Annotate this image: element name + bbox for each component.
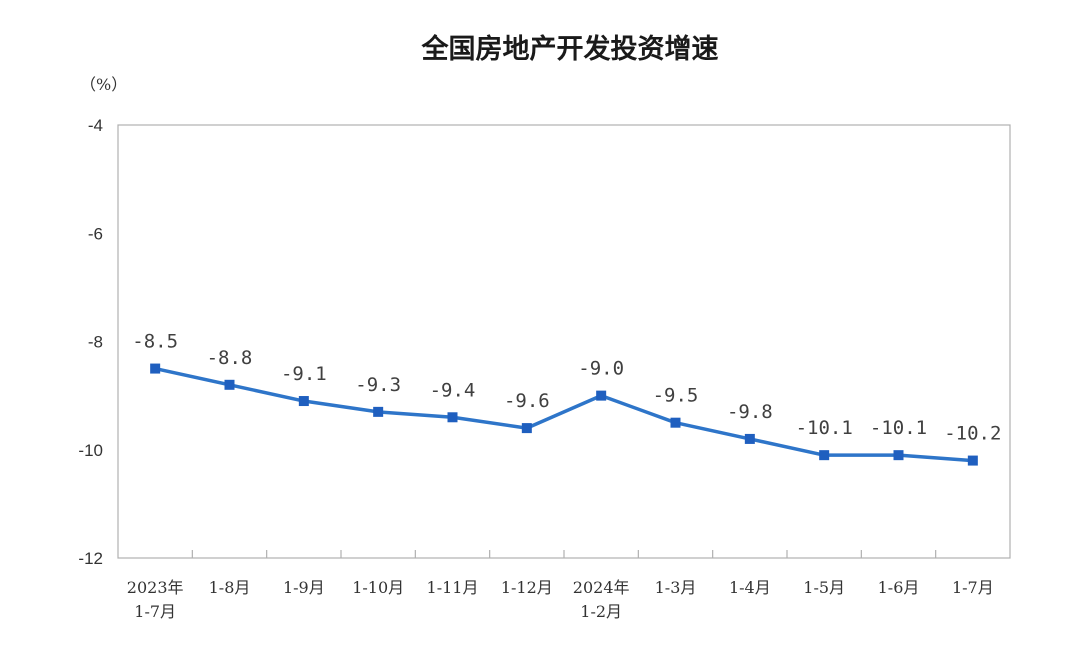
data-point [670,417,681,428]
data-point [819,450,830,461]
x-tick-label-line: 1-8月 [209,578,251,597]
y-tick-label: -4 [88,116,103,135]
data-point [967,455,978,466]
data-point [447,412,458,423]
x-tick-label-line: 1-12月 [501,578,553,597]
y-axis: -4 -6 -8 -10 -12 [78,116,103,568]
plot-frame [117,124,1011,559]
x-tick-label-line: 1-2月 [580,602,622,621]
x-tick-label: 1-5月 [803,578,845,597]
x-tick-label-line: 1-6月 [878,578,920,597]
data-point [224,379,235,390]
x-tick-label: 1-7月 [952,578,994,597]
x-tick-label-line: 1-11月 [427,578,479,597]
x-tick-label: 1-6月 [878,578,920,597]
data-label: -9.4 [430,379,476,401]
data-point [893,450,904,461]
data-label: -10.1 [870,417,927,439]
y-tick-label: -8 [88,333,103,352]
data-label: -9.5 [653,385,699,407]
x-tick-label: 2024年 1-2月 [573,578,630,621]
chart-title: 全国房地产开发投资增速 [421,33,719,65]
data-labels: -8.5 -8.8 -9.1 -9.3 -9.4 -9.6 -9.0 -9.5 -9.8 -10.… [132,331,1001,445]
x-tick-label-line: 1-10月 [352,578,404,597]
data-point [298,396,309,407]
data-label: -9.1 [281,363,327,385]
x-tick-label: 1-4月 [729,578,771,597]
x-tick-label: 2023年 1-7月 [127,578,184,621]
series-investment-growth [150,363,978,466]
x-tick-label-line: 1-7月 [952,578,994,597]
data-point [744,433,755,444]
data-point [596,390,607,401]
x-tick-label-line: 1-4月 [729,578,771,597]
x-tick-label-line: 2023年 [127,578,184,597]
data-point [150,363,161,374]
data-label: -9.0 [578,358,624,380]
y-unit-label: （%） [80,75,127,94]
x-tick-label-line: 1-3月 [655,578,697,597]
x-tick-label-line: 1-5月 [803,578,845,597]
data-label: -9.8 [727,401,773,423]
x-tick-label: 1-10月 [352,578,404,597]
y-tick-label: -12 [78,549,103,568]
x-tick-label-line: 2024年 [573,578,630,597]
x-tick-label: 1-3月 [655,578,697,597]
data-label: -10.2 [944,423,1001,445]
data-label: -8.8 [207,347,253,369]
x-tick-label: 1-11月 [427,578,479,597]
x-tick-label-line: 1-9月 [283,578,325,597]
x-tick-label: 1-12月 [501,578,553,597]
data-point [521,423,532,434]
x-tick-label: 1-9月 [283,578,325,597]
x-tick-marks [191,550,937,558]
data-label: -9.3 [355,374,401,396]
y-tick-label: -6 [88,224,103,243]
x-tick-label: 1-8月 [209,578,251,597]
x-tick-label-line: 1-7月 [134,602,176,621]
data-label: -9.6 [504,390,550,412]
data-point [373,406,384,417]
x-axis: 2023年 1-7月 1-8月 1-9月 1-10月 1-11月 1-12月 2024年 1-2… [127,578,994,621]
data-label: -10.1 [796,417,853,439]
y-tick-label: -10 [78,441,103,460]
data-label: -8.5 [132,331,178,353]
series-line [154,366,973,463]
